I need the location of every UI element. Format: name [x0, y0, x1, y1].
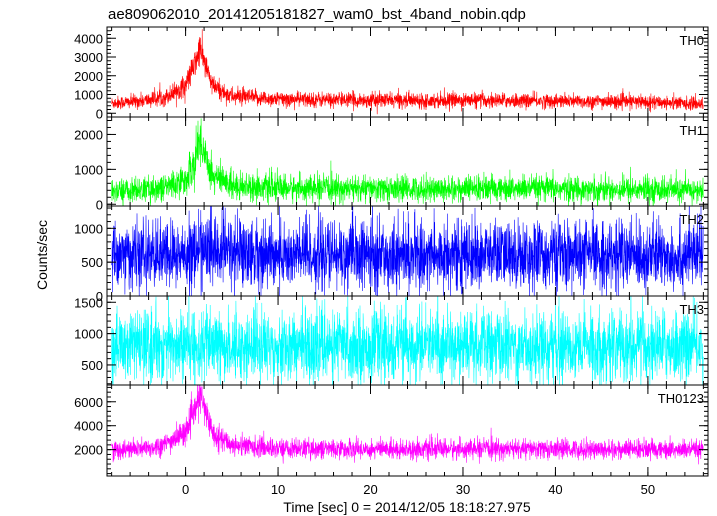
y-tick-label: 2000	[74, 443, 103, 458]
y-tick-label: 1000	[74, 88, 103, 103]
panel-th1: 0 1000 2000 TH1	[74, 116, 709, 212]
series-line-th3	[111, 296, 704, 385]
y-tick-label: 0	[96, 106, 103, 121]
x-tick-label: 10	[271, 482, 285, 497]
y-tick-label: 0	[96, 197, 103, 212]
series-line-th2	[111, 206, 704, 296]
y-tick-label: 1500	[74, 295, 103, 310]
y-tick-label: 0	[96, 289, 103, 304]
series-line-th0123	[111, 385, 704, 465]
series-line-th1	[111, 118, 704, 206]
y-tick-label: 1000	[74, 327, 103, 342]
y-tick-label: 500	[81, 255, 103, 270]
x-tick-label: 40	[548, 482, 562, 497]
panel-label-th0123: TH0123	[658, 391, 704, 406]
y-tick-label: 4000	[74, 419, 103, 434]
y-tick-label: 6000	[74, 395, 103, 410]
panel-th0123: 2000 4000 6000 TH0123	[74, 384, 709, 477]
chart-title: ae809062010_20141205181827_wam0_bst_4ban…	[108, 6, 526, 23]
y-tick-label: 2000	[74, 127, 103, 142]
y-tick-label: 4000	[74, 31, 103, 46]
x-tick-label: 50	[641, 482, 655, 497]
y-tick-label: 1000	[74, 221, 103, 236]
y-tick-label: 1000	[74, 162, 103, 177]
x-tick-label: 30	[456, 482, 470, 497]
y-tick-label: 500	[81, 358, 103, 373]
panel-label-th1: TH1	[679, 123, 704, 138]
panel-th0: 0 1000 2000 3000 4000 TH0	[74, 26, 709, 121]
y-tick-label: 3000	[74, 50, 103, 65]
panel-label-th2: TH2	[679, 212, 704, 227]
y-tick-label: 2000	[74, 69, 103, 84]
series-line-th0	[111, 29, 704, 115]
panel-label-th3: TH3	[679, 302, 704, 317]
x-tick-label: 20	[363, 482, 377, 497]
x-axis-ticks: 0 10 20 30 40 50	[182, 482, 655, 497]
x-axis-label: Time [sec] 0 = 2014/12/05 18:18:27.975	[283, 499, 531, 515]
panels-group: 0 1000 2000 3000 4000 TH0 0 1000 2000 TH1 0 500 1000…	[74, 26, 709, 477]
panel-th3: 500 1000 1500 TH3	[74, 295, 709, 386]
x-tick-label: 0	[182, 482, 189, 497]
y-axis-label: Counts/sec	[34, 220, 50, 290]
panel-label-th0: TH0	[679, 33, 704, 48]
